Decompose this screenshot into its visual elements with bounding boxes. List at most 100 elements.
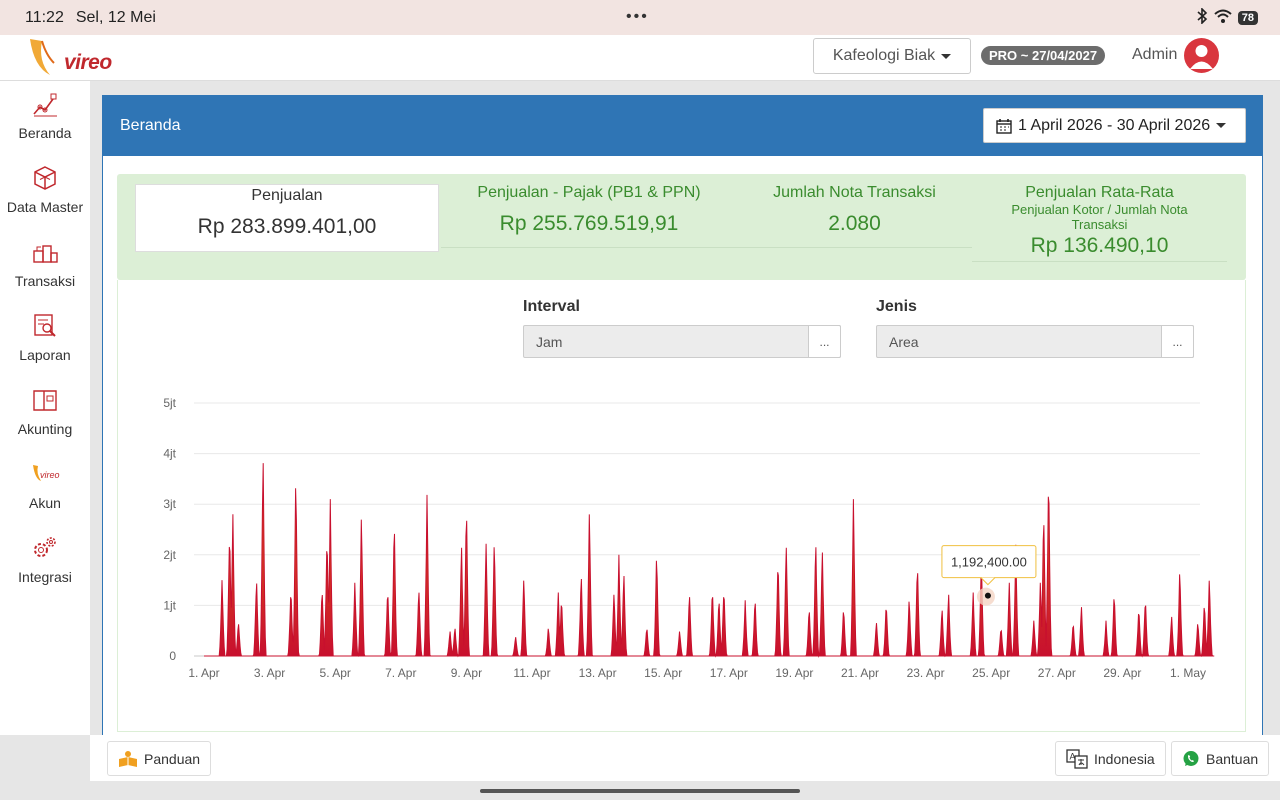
- chart-point: [561, 594, 563, 596]
- brand-wordmark: vireo: [64, 51, 112, 74]
- interval-label: Interval: [523, 298, 580, 315]
- chart-point: [557, 589, 559, 591]
- chart-point: [843, 604, 845, 606]
- chart-point: [295, 468, 297, 470]
- battery-icon: 78: [1237, 10, 1258, 25]
- summary-value: Rp 255.769.519,91: [499, 212, 679, 235]
- chart-point: [916, 559, 918, 561]
- summary-card-nota[interactable]: Jumlah Nota Transaksi 2.080: [737, 184, 972, 248]
- summary-card-rata[interactable]: Penjualan Rata-Rata Penjualan Kotor / Ju…: [972, 184, 1227, 262]
- jenis-select[interactable]: Area ...: [876, 325, 1194, 358]
- summary-label: Penjualan - Pajak (PB1 & PPN): [477, 184, 701, 201]
- sidebar-item-label: Transaksi: [14, 273, 76, 289]
- vireo-logo[interactable]: vireo: [28, 37, 118, 79]
- chart-point: [221, 579, 223, 581]
- chart-point: [744, 599, 746, 601]
- chart-point: [454, 625, 456, 627]
- sales-area-chart[interactable]: 0 1jt 2jt 3jt 4jt 5jt 1. Apr 3. Apr 5. Apr 7. Ap…: [118, 280, 1245, 732]
- tooltip-text: 1,192,400.00: [951, 555, 1027, 570]
- help-button[interactable]: Bantuan: [1171, 741, 1270, 776]
- chart-point: [418, 584, 420, 586]
- chart-point: [1208, 574, 1210, 576]
- gears-icon: [34, 537, 56, 557]
- chart-container: Interval Jam ... Jenis Area ... 0 1jt 2jt 3…: [117, 280, 1246, 732]
- chart-point: [1105, 620, 1107, 622]
- summary-label: Penjualan Rata-Rata: [1025, 184, 1174, 201]
- card-underline: [441, 247, 737, 248]
- chart-point: [1033, 620, 1035, 622]
- chart-point: [1113, 589, 1115, 591]
- chart-point: [1048, 463, 1050, 465]
- interval-picker-button[interactable]: ...: [808, 325, 841, 358]
- chart-point: [908, 594, 910, 596]
- sidebar-item-laporan[interactable]: Laporan: [0, 313, 90, 363]
- outlet-select[interactable]: Kafeologi Biak: [813, 38, 971, 74]
- chart-line-icon: [33, 93, 57, 117]
- sidebar-item-akunting[interactable]: Akunting: [0, 387, 90, 437]
- y-axis-ticks: 0 1jt 2jt 3jt 4jt 5jt: [163, 396, 176, 663]
- sidebar-item-label: Akun: [29, 495, 61, 511]
- summary-value: 2.080: [828, 212, 881, 235]
- chart-point: [646, 625, 648, 627]
- sidebar-item-label: Data Master: [6, 199, 84, 215]
- summary-sublabel: Penjualan Kotor / Jumlah Nota: [1011, 202, 1188, 217]
- whatsapp-icon: [1183, 750, 1199, 766]
- chart-point: [613, 589, 615, 591]
- interval-select[interactable]: Jam ...: [523, 325, 841, 358]
- sidebar-item-label: Beranda: [18, 125, 72, 141]
- boxes-icon: [33, 245, 58, 263]
- sidebar-item-integrasi[interactable]: Integrasi: [0, 535, 90, 585]
- sidebar-item-akun[interactable]: vireo Akun: [0, 461, 90, 511]
- x-tick-label: 9. Apr: [451, 666, 482, 680]
- guide-label: Panduan: [144, 750, 201, 767]
- sidebar-item-beranda[interactable]: Beranda: [0, 91, 90, 141]
- sidebar-item-data-master[interactable]: Data Master: [0, 165, 90, 215]
- x-tick-label: 21. Apr: [841, 666, 879, 680]
- sidebar-item-label: Laporan: [19, 347, 71, 363]
- menu-dots-icon[interactable]: •••: [626, 8, 649, 25]
- chart-point: [515, 635, 517, 637]
- guide-button[interactable]: Panduan: [107, 741, 212, 776]
- summary-card-pajak[interactable]: Penjualan - Pajak (PB1 & PPN) Rp 255.769…: [441, 184, 737, 248]
- summary-card-penjualan[interactable]: Penjualan Rp 283.899.401,00: [135, 184, 439, 252]
- chart-point: [547, 625, 549, 627]
- sidebar-item-transaksi[interactable]: Transaksi: [0, 239, 90, 289]
- chart-point: [229, 523, 231, 525]
- sidebar-item-label: Integrasi: [18, 569, 72, 585]
- jenis-picker-button[interactable]: ...: [1161, 325, 1194, 358]
- y-tick-label: 4jt: [163, 447, 176, 461]
- wifi-icon: [1214, 9, 1232, 26]
- x-tick-label: 25. Apr: [972, 666, 1010, 680]
- user-name[interactable]: Admin: [1132, 46, 1178, 63]
- date-range-picker[interactable]: 1 April 2026 - 30 April 2026: [983, 108, 1246, 143]
- language-label: Indonesia: [1094, 750, 1155, 767]
- chart-point: [1008, 579, 1010, 581]
- chart-point: [262, 448, 264, 450]
- chart-point: [290, 584, 292, 586]
- date: Sel, 12 Mei: [75, 8, 156, 26]
- chart-point: [1000, 625, 1002, 627]
- x-tick-label: 11. Apr: [513, 666, 550, 680]
- book-icon: [33, 390, 57, 411]
- chart-point: [875, 620, 877, 622]
- home-gesture-handle[interactable]: [480, 789, 800, 793]
- chart-point: [580, 569, 582, 571]
- x-tick-label: 27. Apr: [1038, 666, 1076, 680]
- device-status-bar: 11:22 Sel, 12 Mei ••• 78: [0, 0, 1280, 35]
- chart-point: [255, 574, 257, 576]
- chart-area-series: [204, 463, 1215, 658]
- x-tick-label: 29. Apr: [1103, 666, 1141, 680]
- x-tick-label: 3. Apr: [254, 666, 285, 680]
- footer-bar: Panduan A Indonesia Bantuan: [90, 735, 1280, 781]
- clock: 11:22: [25, 8, 64, 26]
- jenis-label: Jenis: [876, 298, 917, 315]
- user-avatar-icon[interactable]: [1184, 38, 1219, 73]
- chart-point: [656, 549, 658, 551]
- chart-point: [1072, 620, 1074, 622]
- chart-point: [465, 498, 467, 500]
- summary-cards: Penjualan Rp 283.899.401,00 Penjualan - …: [117, 174, 1246, 280]
- chart-point: [885, 599, 887, 601]
- caret-down-icon: [1216, 123, 1227, 128]
- interval-value: Jam: [536, 333, 563, 350]
- language-button[interactable]: A Indonesia: [1055, 741, 1166, 776]
